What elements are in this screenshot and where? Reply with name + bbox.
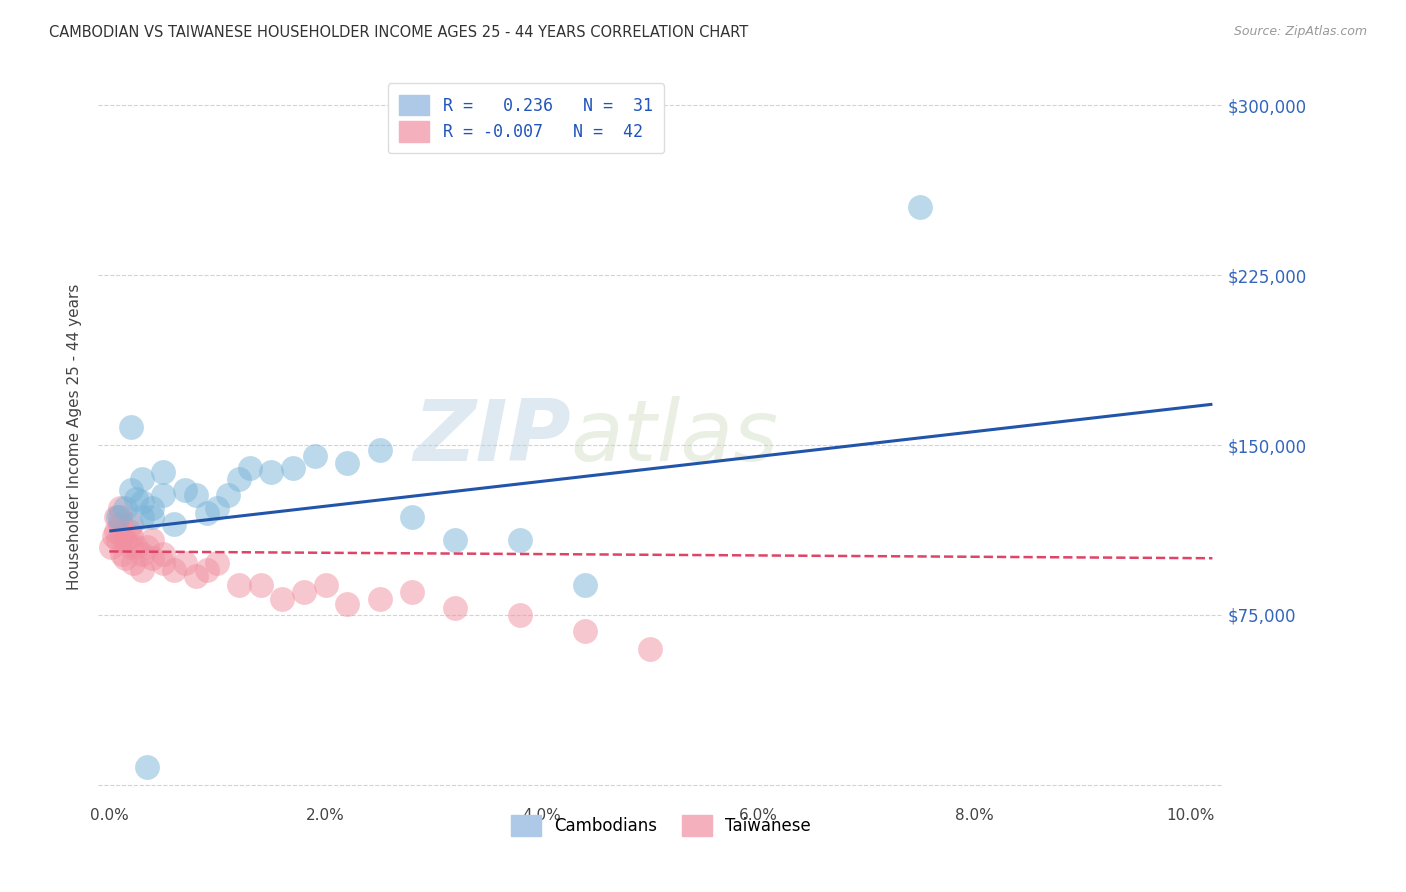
Point bbox=[104, 524, 127, 538]
Point bbox=[174, 483, 197, 498]
Point bbox=[336, 456, 359, 470]
Point bbox=[125, 492, 148, 507]
Point bbox=[100, 540, 122, 554]
Point bbox=[131, 472, 153, 486]
Point bbox=[136, 540, 159, 554]
Point bbox=[120, 528, 142, 542]
Point bbox=[114, 551, 136, 566]
Y-axis label: Householder Income Ages 25 - 44 years: Householder Income Ages 25 - 44 years bbox=[67, 284, 83, 591]
Text: ZIP: ZIP bbox=[413, 395, 571, 479]
Point bbox=[260, 465, 283, 479]
Point bbox=[304, 450, 326, 464]
Point bbox=[114, 533, 136, 548]
Point bbox=[228, 578, 250, 592]
Point bbox=[574, 578, 596, 592]
Legend: Cambodians, Taiwanese: Cambodians, Taiwanese bbox=[501, 805, 821, 846]
Point bbox=[141, 510, 163, 524]
Point bbox=[368, 592, 391, 607]
Point bbox=[336, 597, 359, 611]
Point bbox=[107, 533, 129, 548]
Point bbox=[141, 551, 163, 566]
Point bbox=[152, 465, 174, 479]
Point bbox=[114, 501, 136, 516]
Point bbox=[118, 524, 141, 538]
Point bbox=[217, 488, 239, 502]
Point bbox=[184, 488, 207, 502]
Text: atlas: atlas bbox=[571, 395, 779, 479]
Point bbox=[108, 510, 131, 524]
Point bbox=[239, 460, 262, 475]
Point bbox=[509, 607, 531, 622]
Point bbox=[120, 517, 142, 532]
Point bbox=[131, 510, 153, 524]
Point bbox=[163, 563, 186, 577]
Point bbox=[108, 501, 131, 516]
Point bbox=[184, 569, 207, 583]
Point bbox=[104, 510, 127, 524]
Point bbox=[174, 556, 197, 570]
Point bbox=[107, 510, 129, 524]
Point bbox=[131, 563, 153, 577]
Text: Source: ZipAtlas.com: Source: ZipAtlas.com bbox=[1233, 25, 1367, 38]
Point bbox=[131, 494, 153, 508]
Point bbox=[281, 460, 304, 475]
Text: CAMBODIAN VS TAIWANESE HOUSEHOLDER INCOME AGES 25 - 44 YEARS CORRELATION CHART: CAMBODIAN VS TAIWANESE HOUSEHOLDER INCOM… bbox=[49, 25, 748, 40]
Point bbox=[111, 528, 134, 542]
Point bbox=[108, 517, 131, 532]
Point bbox=[368, 442, 391, 457]
Point bbox=[207, 556, 229, 570]
Point bbox=[401, 585, 423, 599]
Point bbox=[136, 759, 159, 773]
Point bbox=[141, 501, 163, 516]
Point bbox=[131, 547, 153, 561]
Point bbox=[120, 420, 142, 434]
Point bbox=[163, 517, 186, 532]
Point bbox=[271, 592, 294, 607]
Point bbox=[910, 200, 932, 214]
Point bbox=[152, 488, 174, 502]
Point bbox=[111, 547, 134, 561]
Point bbox=[103, 528, 125, 542]
Point bbox=[444, 601, 467, 615]
Point bbox=[152, 547, 174, 561]
Point bbox=[401, 510, 423, 524]
Point bbox=[249, 578, 271, 592]
Point bbox=[120, 483, 142, 498]
Point bbox=[122, 556, 145, 570]
Point bbox=[195, 506, 218, 520]
Point bbox=[638, 641, 661, 656]
Point bbox=[141, 533, 163, 548]
Point bbox=[292, 585, 315, 599]
Point bbox=[444, 533, 467, 548]
Point bbox=[125, 540, 148, 554]
Point bbox=[315, 578, 337, 592]
Point bbox=[152, 556, 174, 570]
Point bbox=[228, 472, 250, 486]
Point bbox=[207, 501, 229, 516]
Point bbox=[509, 533, 531, 548]
Point bbox=[195, 563, 218, 577]
Point bbox=[120, 540, 142, 554]
Point bbox=[574, 624, 596, 638]
